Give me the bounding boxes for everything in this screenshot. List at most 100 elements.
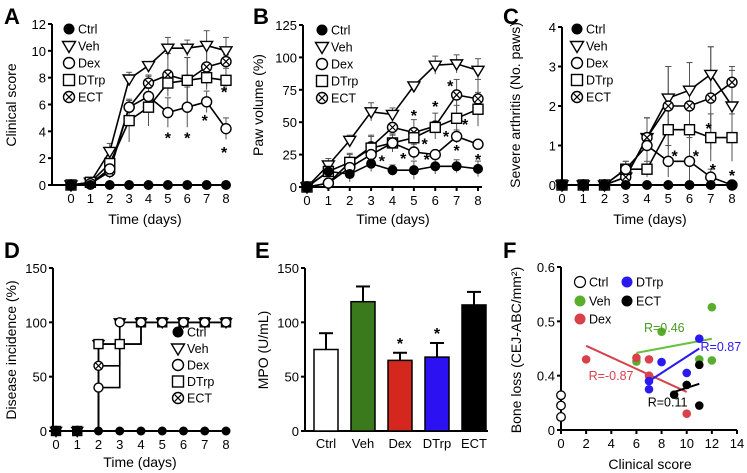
point-dtrp [644, 376, 654, 386]
point-ctrl-marker [85, 180, 96, 190]
significance-asterisk: * [443, 129, 450, 146]
point-dtrp-marker [114, 338, 125, 350]
y-tick-label: 50 [285, 370, 299, 385]
y-axis-label: Disease incidence (%) [3, 280, 19, 419]
point-ect-marker-x [222, 58, 230, 65]
legend-label: Ctrl [187, 326, 206, 340]
legend-label: ECT [187, 392, 212, 406]
point-ctrl [556, 400, 566, 411]
point-dtrp-marker [429, 121, 441, 134]
legend-label: DTrp [187, 375, 214, 389]
point-ect-marker-x [707, 94, 715, 102]
significance-asterisk: * [165, 130, 172, 147]
x-tick-label: 4 [137, 437, 144, 452]
x-tick-label: 6 [184, 191, 191, 206]
point-dtrp-marker [220, 74, 232, 87]
panel-letter: B [253, 4, 269, 29]
legend-veh-marker [61, 40, 77, 54]
y-tick-label: 10 [32, 44, 46, 59]
y-tick-label: 0.5 [537, 314, 555, 329]
x-tick-label: 2 [95, 437, 102, 452]
point-veh-marker [449, 59, 464, 72]
point-dtrp [682, 368, 692, 378]
y-tick-label: 4 [39, 124, 46, 139]
point-dex-marker [162, 106, 174, 119]
y-tick-label: 150 [277, 261, 299, 276]
point-dex-marker [641, 139, 653, 152]
y-tick-label: 75 [283, 83, 297, 98]
y-tick-label: 100 [275, 50, 297, 65]
point-dex-marker [620, 163, 632, 175]
panel-letter: A [4, 4, 20, 29]
point-dex-marker [662, 155, 674, 168]
point-dtrp-marker [641, 163, 653, 175]
significance-asterisk: * [447, 78, 454, 95]
point-dtrp-marker [142, 101, 155, 113]
point-ctrl-marker [179, 426, 188, 436]
point-ect [682, 380, 692, 390]
point-veh [657, 327, 666, 336]
panel-letter: C [503, 4, 519, 29]
panel-letter: E [255, 238, 270, 263]
legend-ctrl-marker [63, 23, 75, 35]
point-dex-marker [142, 90, 155, 103]
y-axis-label: Paw volume (%) [250, 54, 266, 156]
point-ctrl [556, 390, 566, 401]
point-ctrl-marker [221, 180, 231, 190]
legend-ctrl-marker [573, 275, 587, 289]
y-tick-label: 1 [549, 139, 556, 154]
x-axis-label: Time (days) [103, 454, 176, 470]
x-tick-label: 2 [106, 191, 113, 206]
point-dtrp [657, 357, 666, 367]
point-ctrl-marker [344, 169, 355, 180]
panel-letter: D [4, 238, 20, 263]
legend-label: Veh [187, 342, 209, 356]
x-tick-label: 7 [453, 193, 460, 208]
point-ctrl-marker [578, 180, 589, 190]
x-tick-label: 5 [159, 437, 166, 452]
y-tick-label: 100 [25, 315, 47, 330]
point-dex-marker [220, 122, 232, 135]
x-tick-label: 5 [410, 193, 417, 208]
legend-label: DTrp [331, 75, 358, 89]
point-ctrl-marker [104, 180, 115, 190]
correlation-label-dex: R=-0.87 [589, 369, 634, 383]
point-dtrp [644, 384, 654, 394]
significance-asterisk: * [710, 162, 717, 179]
point-ctrl-marker [557, 180, 567, 190]
point-dtrp-marker [705, 131, 717, 144]
legend-ect-marker-x [318, 94, 326, 102]
point-dex-marker [365, 148, 377, 161]
point-veh-marker [199, 40, 214, 53]
y-tick-label: 4 [549, 20, 556, 35]
point-veh-marker [363, 107, 379, 120]
x-tick-label: 14 [730, 436, 744, 451]
point-ctrl-marker [642, 180, 652, 190]
point-dtrp-marker [123, 114, 135, 127]
x-tick-label: 0 [557, 436, 564, 451]
x-tick-label: 0 [67, 191, 74, 206]
point-dex-marker [429, 148, 441, 161]
point-ect-marker-x [203, 63, 211, 71]
point-ctrl-marker [221, 426, 231, 436]
point-ect-marker-x [145, 79, 152, 87]
legend-dex-marker [62, 56, 76, 70]
point-ctrl-marker [51, 426, 61, 436]
fit-line-dtrp [648, 347, 700, 382]
point-ect-marker-x [643, 134, 651, 142]
point-dex-marker [178, 317, 189, 328]
point-dex-marker [408, 146, 420, 158]
point-dex-marker [104, 163, 116, 175]
x-tick-label: 1 [580, 191, 587, 206]
point-ctrl-marker [136, 426, 146, 436]
point-veh-marker [724, 101, 740, 114]
x-tick-label: 7 [707, 191, 714, 206]
x-tick-label: 4 [389, 193, 396, 208]
bar-dtrp [424, 356, 450, 432]
legend-dtrp-marker [621, 276, 633, 288]
point-ect-marker-x [728, 78, 736, 86]
point-veh-marker [661, 93, 676, 106]
correlation-label-veh: R=0.46 [644, 321, 685, 335]
point-ctrl-marker [115, 426, 125, 436]
